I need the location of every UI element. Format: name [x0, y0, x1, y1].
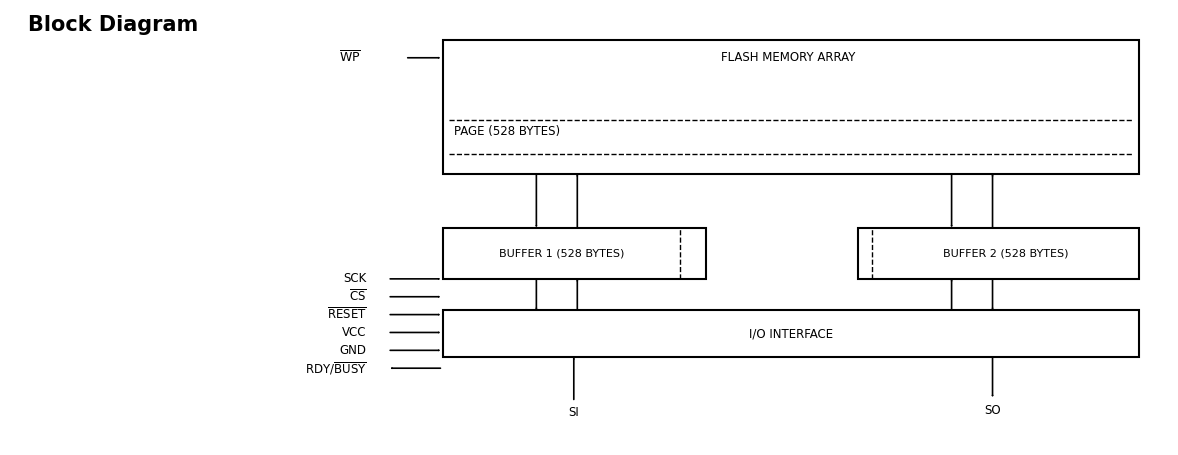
- Text: $\overline{\rm CS}$: $\overline{\rm CS}$: [349, 289, 366, 304]
- Text: SO: SO: [985, 404, 1001, 417]
- Bar: [443, 310, 1139, 357]
- Text: VCC: VCC: [343, 326, 366, 339]
- Text: $\overline{\rm WP}$: $\overline{\rm WP}$: [339, 50, 360, 66]
- Text: I/O INTERFACE: I/O INTERFACE: [749, 327, 833, 340]
- Text: SI: SI: [569, 406, 580, 419]
- Bar: [443, 228, 706, 279]
- Text: FLASH MEMORY ARRAY: FLASH MEMORY ARRAY: [721, 51, 855, 64]
- Text: GND: GND: [339, 344, 366, 357]
- Text: BUFFER 2 (528 BYTES): BUFFER 2 (528 BYTES): [942, 248, 1068, 258]
- Text: RDY/$\overline{\rm BUSY}$: RDY/$\overline{\rm BUSY}$: [305, 360, 366, 377]
- Text: PAGE (528 BYTES): PAGE (528 BYTES): [455, 125, 561, 138]
- Text: Block Diagram: Block Diagram: [27, 15, 198, 35]
- Text: BUFFER 1 (528 BYTES): BUFFER 1 (528 BYTES): [498, 248, 624, 258]
- Bar: [858, 228, 1139, 279]
- Text: $\overline{\rm RESET}$: $\overline{\rm RESET}$: [327, 307, 366, 323]
- Text: SCK: SCK: [344, 273, 366, 285]
- Bar: [443, 40, 1139, 174]
